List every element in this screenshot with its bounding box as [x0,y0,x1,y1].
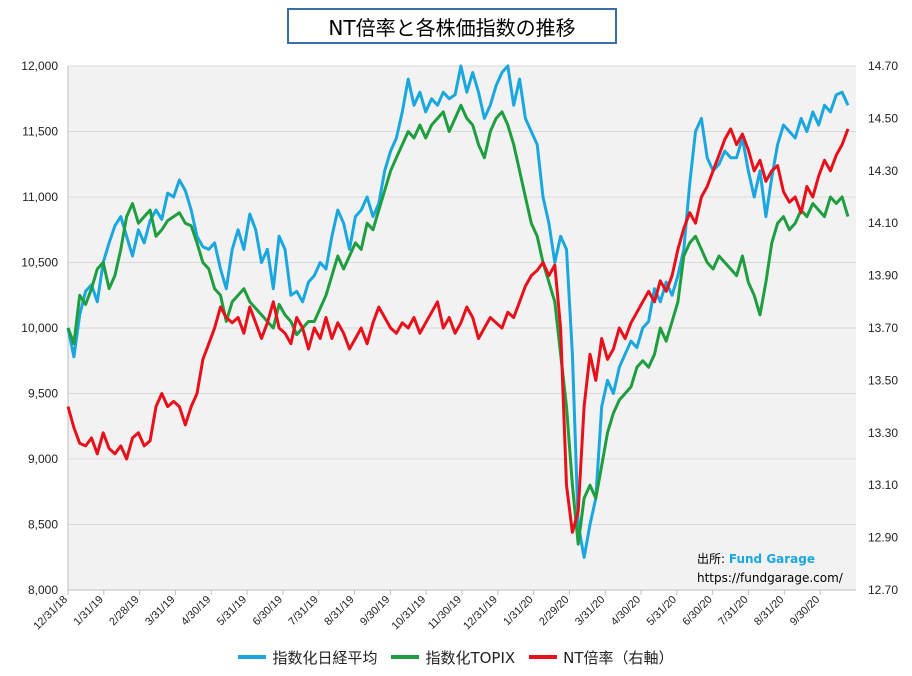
x-tick-label: 3/31/19 [143,594,177,628]
y-left-tick-label: 12,000 [21,59,58,73]
source-url: https://fundgarage.com/ [697,571,843,585]
chart-title: NT倍率と各株価指数の推移 [287,8,617,44]
x-tick-label: 12/31/19 [461,594,500,633]
x-tick-label: 8/31/20 [752,594,786,628]
y-right-tick-label: 13.70 [868,321,898,335]
x-tick-label: 5/31/19 [215,594,249,628]
legend-label-topix: 指数化TOPIX [425,648,516,667]
legend-item-nt: NT倍率（右軸） [529,647,674,668]
x-tick-label: 3/31/20 [573,594,607,628]
series-line-0 [66,64,850,559]
y-left-tick-label: 9,500 [28,387,58,401]
y-right-tick-label: 14.10 [868,216,898,230]
y-right-tick-label: 13.90 [868,269,898,283]
legend-item-nikkei: 指数化日経平均 [238,647,377,668]
legend-label-nt: NT倍率（右軸） [563,648,674,667]
y-left-tick-label: 11,000 [22,190,58,204]
x-tick-label: 5/31/20 [645,594,679,628]
x-tick-label: 4/30/20 [609,594,643,628]
x-tick-label: 2/28/19 [107,594,141,628]
legend-swatch-topix [391,655,420,659]
x-tick-label: 9/30/19 [358,594,392,628]
x-tick-label: 1/31/20 [501,594,535,628]
legend: 指数化日経平均 指数化TOPIX NT倍率（右軸） [0,646,912,668]
x-tick-label: 6/30/19 [251,594,285,628]
source-label: 出所: [697,552,729,566]
source-brand: Fund Garage [728,552,816,566]
x-tick-label: 6/30/20 [680,594,714,628]
x-tick-label: 10/31/19 [390,594,429,633]
y-left-tick-label: 8,000 [28,583,58,597]
x-tick-label: 11/30/19 [426,594,464,632]
y-right-tick-label: 13.10 [868,478,898,492]
y-left-tick-label: 11,500 [22,125,58,139]
y-right-tick-label: 14.50 [868,111,898,125]
y-right-tick-label: 12.70 [868,583,898,597]
y-left-tick-label: 10,000 [21,321,58,335]
x-tick-label: 2/29/20 [537,594,571,628]
x-tick-label: 7/31/20 [716,594,750,628]
y-left-tick-label: 9,000 [28,452,58,466]
x-tick-label: 1/31/19 [72,594,106,628]
legend-swatch-nikkei [238,655,267,659]
x-tick-label: 9/30/20 [788,594,822,628]
y-right-tick-label: 13.30 [868,426,898,440]
legend-label-nikkei: 指数化日経平均 [272,648,378,667]
x-tick-label: 4/30/19 [179,594,213,628]
source-credit: 出所: Fund Garage https://fundgarage.com/ [697,550,843,588]
y-left-tick-label: 8,500 [28,518,58,532]
y-right-tick-label: 13.50 [868,373,898,387]
y-right-tick-label: 14.30 [868,164,898,178]
legend-swatch-nt [529,655,558,659]
y-right-tick-label: 14.70 [868,59,898,73]
y-left-tick-label: 10,500 [21,256,58,270]
x-tick-label: 8/31/19 [322,594,356,628]
series-line-1 [66,103,850,546]
x-tick-label: 7/31/19 [286,594,320,628]
y-right-tick-label: 12.90 [868,531,898,545]
x-tick-label: 12/31/18 [31,594,70,633]
legend-item-topix: 指数化TOPIX [391,647,515,668]
series-line-2 [66,127,850,534]
